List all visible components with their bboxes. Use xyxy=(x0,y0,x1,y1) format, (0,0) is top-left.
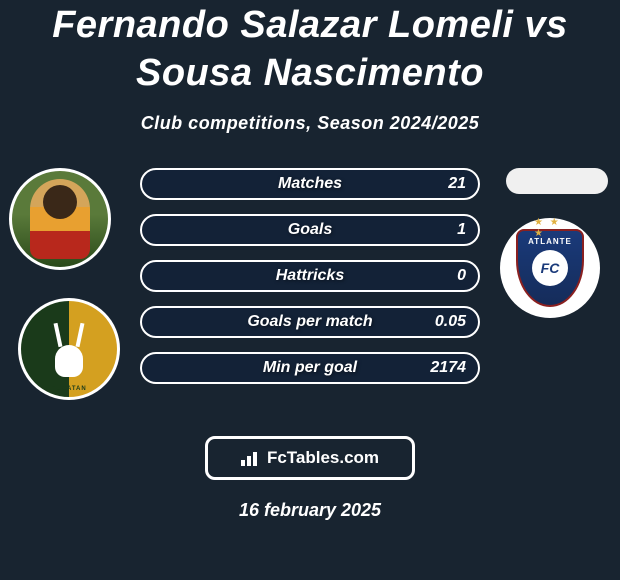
stat-row-matches: Matches 21 xyxy=(140,168,480,200)
page-title: Fernando Salazar Lomeli vs Sousa Nascime… xyxy=(0,0,620,97)
player-left-photo xyxy=(9,168,111,270)
stat-label: Hattricks xyxy=(276,267,344,285)
stars-icon: ★ ★ ★ xyxy=(534,217,566,239)
club-right-badge: FC xyxy=(532,250,568,286)
club-logo-right: ★ ★ ★ ATLANTE FC xyxy=(500,218,600,318)
bar-chart-icon xyxy=(241,450,261,466)
stat-label: Goals xyxy=(288,221,332,239)
stat-row-hattricks: Hattricks 0 xyxy=(140,260,480,292)
stat-right-value: 1 xyxy=(457,221,466,239)
stat-label: Goals per match xyxy=(247,313,372,331)
atlante-shield-icon: ★ ★ ★ ATLANTE FC xyxy=(516,229,584,307)
stat-row-mpg: Min per goal 2174 xyxy=(140,352,480,384)
player-head-shape xyxy=(43,185,77,219)
stat-label: Matches xyxy=(278,175,342,193)
stat-right-value: 2174 xyxy=(430,359,466,377)
footer-brand-text: FcTables.com xyxy=(267,448,379,468)
stat-right-value: 0 xyxy=(457,267,466,285)
stat-row-gpm: Goals per match 0.05 xyxy=(140,306,480,338)
date-text: 16 february 2025 xyxy=(0,500,620,521)
stat-row-goals: Goals 1 xyxy=(140,214,480,246)
stat-label: Min per goal xyxy=(263,359,357,377)
deer-icon xyxy=(44,319,94,379)
club-left-inner xyxy=(21,301,117,397)
club-left-bottom-text: YUCATAN xyxy=(51,386,86,392)
stat-right-value: 0.05 xyxy=(435,313,466,331)
stat-rows: Matches 21 Goals 1 Hattricks 0 Goals per… xyxy=(140,168,480,398)
player-right-placeholder xyxy=(506,168,608,194)
subtitle: Club competitions, Season 2024/2025 xyxy=(0,113,620,134)
stat-right-value: 21 xyxy=(448,175,466,193)
club-logo-left: ENADOS F YUCATAN xyxy=(18,298,120,400)
stats-area: ENADOS F YUCATAN ★ ★ ★ ATLANTE FC Matche… xyxy=(0,168,620,428)
footer-brand-badge[interactable]: FcTables.com xyxy=(205,436,415,480)
